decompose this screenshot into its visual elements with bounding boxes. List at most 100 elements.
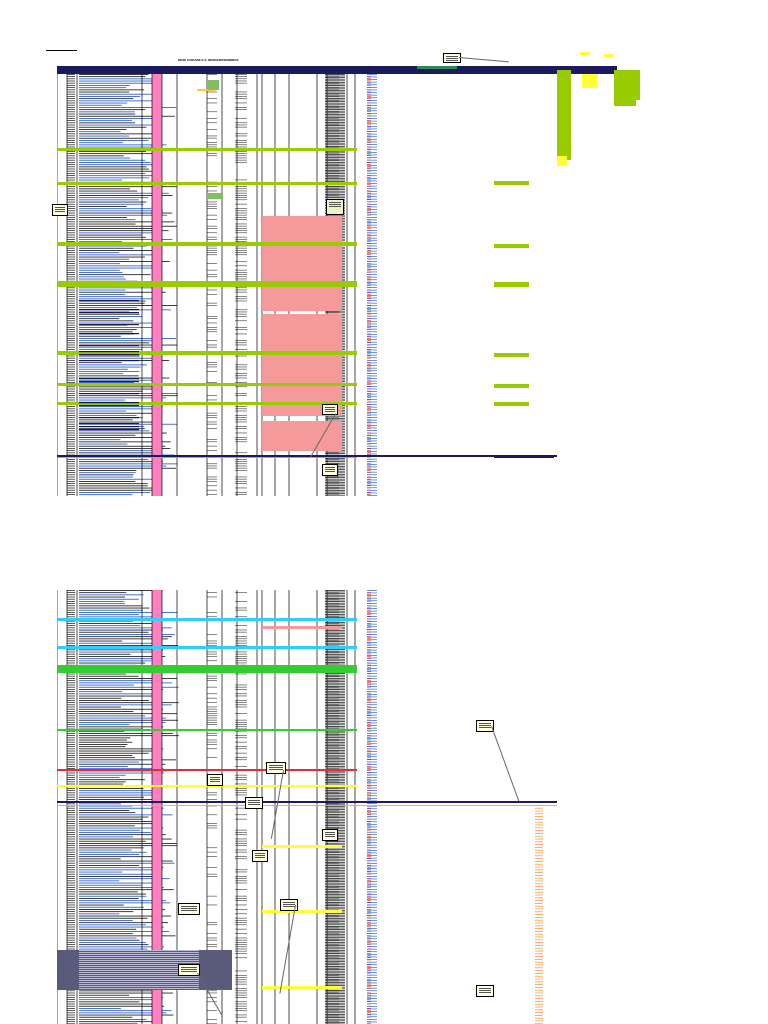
number-row (367, 634, 377, 635)
text-row (79, 794, 160, 796)
text-row (79, 829, 141, 831)
number-row (367, 87, 377, 88)
header-band (57, 66, 617, 74)
text-row (79, 660, 152, 662)
text-row (235, 673, 247, 675)
comment-note[interactable] (326, 199, 344, 215)
text-row (327, 957, 339, 959)
hatched-column (325, 139, 345, 141)
text-row (367, 653, 371, 655)
hatched-column (325, 702, 345, 703)
text-row (235, 439, 247, 440)
text-row (235, 300, 247, 302)
comment-note[interactable] (178, 964, 200, 976)
comment-note[interactable] (52, 204, 68, 216)
text-row (235, 98, 247, 99)
comment-note[interactable] (252, 850, 268, 862)
text-row (67, 463, 75, 465)
text-row (79, 269, 120, 271)
hatched-column (325, 684, 345, 686)
comment-note[interactable] (322, 829, 338, 841)
text-row (79, 939, 140, 941)
comment-note[interactable] (322, 404, 338, 415)
text-row (235, 465, 247, 467)
text-row (367, 642, 371, 644)
hatched-column (325, 775, 345, 777)
text-row (67, 598, 75, 600)
text-row (367, 327, 371, 328)
dark-row (79, 405, 139, 407)
comment-note[interactable] (266, 762, 286, 774)
text-row (79, 234, 142, 236)
text-row (327, 494, 339, 495)
text-row (367, 893, 371, 895)
number-row (367, 842, 377, 843)
text-row (79, 164, 159, 166)
text-row (327, 645, 339, 646)
text-row (79, 636, 172, 638)
text-row (235, 78, 247, 80)
hatched-column (325, 171, 345, 173)
text-row (79, 434, 136, 436)
number-row (367, 816, 377, 817)
text-row (367, 395, 371, 396)
text-row (207, 713, 217, 714)
text-row (67, 256, 75, 258)
text-row (235, 122, 247, 124)
text-row (67, 195, 75, 196)
text-row (67, 437, 75, 438)
text-row (79, 162, 151, 163)
comment-note[interactable] (322, 464, 338, 476)
hatched-column (325, 850, 345, 852)
text-row (67, 214, 75, 216)
text-row (367, 744, 371, 745)
text-row (367, 467, 371, 469)
hatched-column (325, 676, 345, 678)
orange-number (535, 869, 543, 871)
text-row (79, 915, 172, 917)
text-row (67, 922, 75, 923)
text-row (367, 364, 371, 365)
text-row (235, 640, 247, 642)
comment-note[interactable] (207, 774, 223, 786)
text-row (327, 792, 339, 794)
orange-number (535, 933, 543, 935)
number-row (367, 850, 377, 851)
text-row (79, 375, 139, 377)
number-row (367, 974, 377, 976)
text-row (327, 851, 339, 853)
comment-note[interactable] (245, 797, 263, 809)
hatched-column (325, 650, 345, 652)
hatched-column (325, 810, 345, 812)
comment-note[interactable] (476, 720, 494, 732)
comment-note[interactable] (476, 985, 494, 997)
text-row (67, 126, 75, 128)
text-row (67, 649, 75, 651)
text-row (67, 702, 75, 703)
hatched-column (325, 1014, 345, 1015)
text-row (235, 298, 247, 300)
number-row (367, 445, 377, 447)
comment-note[interactable] (178, 903, 200, 915)
text-row (207, 719, 217, 721)
text-row (79, 316, 142, 317)
text-row (79, 483, 148, 485)
number-row (367, 803, 377, 804)
number-row (367, 162, 377, 164)
text-row (79, 223, 136, 225)
hatched-column (325, 82, 345, 83)
text-row (235, 702, 247, 703)
text-row (235, 592, 247, 593)
text-row (367, 669, 371, 670)
number-row (367, 76, 377, 78)
text-row (67, 258, 75, 260)
text-row (367, 256, 371, 258)
text-row (79, 893, 146, 895)
hatched-column (325, 743, 345, 745)
text-row (79, 922, 169, 924)
yellow-band (262, 910, 342, 913)
number-row (367, 660, 377, 661)
hatched-column (325, 969, 345, 970)
text-row (67, 93, 75, 95)
text-row (235, 162, 247, 163)
